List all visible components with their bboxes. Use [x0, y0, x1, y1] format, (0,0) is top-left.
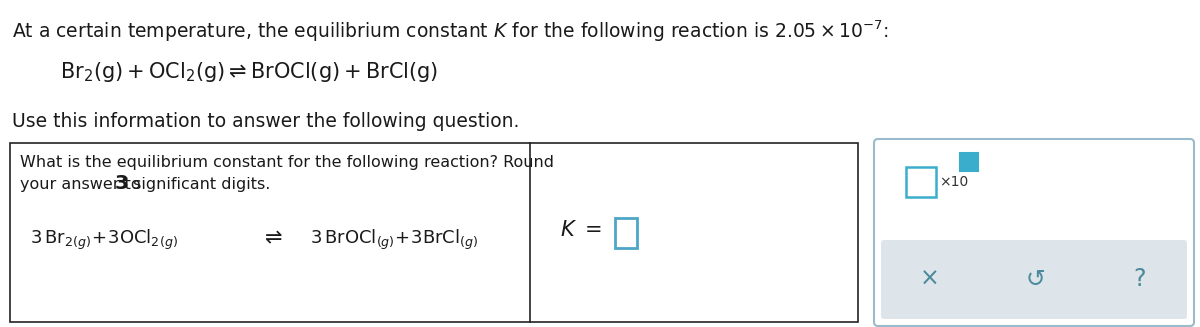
Text: $3\,\mathrm{BrOCl}_{(g)}\!+\!3\mathrm{BrCl}_{(g)}$: $3\,\mathrm{BrOCl}_{(g)}\!+\!3\mathrm{Br… [310, 228, 479, 252]
Text: ×: × [920, 267, 940, 291]
Bar [960, 153, 978, 171]
Text: $K\ =$: $K\ =$ [560, 220, 602, 240]
Text: Use this information to answer the following question.: Use this information to answer the follo… [12, 112, 520, 131]
Text: $\mathrm{Br_2(g) + OCl_2(g) \rightleftharpoons BrOCl(g) + BrCl(g)}$: $\mathrm{Br_2(g) + OCl_2(g) \rightleftha… [60, 60, 438, 84]
Text: 3: 3 [115, 174, 130, 193]
Bar [10, 143, 858, 322]
Text: significant digits.: significant digits. [128, 177, 270, 192]
Text: ?: ? [1134, 267, 1146, 291]
FancyBboxPatch shape [874, 139, 1194, 326]
Text: $3\,\mathrm{Br_2}_{(g)}\!+\!3\mathrm{OCl_2}_{(g)}$: $3\,\mathrm{Br_2}_{(g)}\!+\!3\mathrm{OCl… [30, 228, 179, 252]
Text: ↺: ↺ [1025, 267, 1045, 291]
Text: ×10: ×10 [940, 175, 968, 189]
Text: What is the equilibrium constant for the following reaction? Round: What is the equilibrium constant for the… [20, 155, 554, 170]
Text: At a certain temperature, the equilibrium constant $K$ for the following reactio: At a certain temperature, the equilibriu… [12, 18, 889, 43]
FancyBboxPatch shape [881, 240, 1187, 319]
Text: your answer to: your answer to [20, 177, 145, 192]
Text: $\rightleftharpoons$: $\rightleftharpoons$ [260, 228, 282, 248]
Bar [906, 167, 936, 197]
Bar [616, 218, 637, 248]
